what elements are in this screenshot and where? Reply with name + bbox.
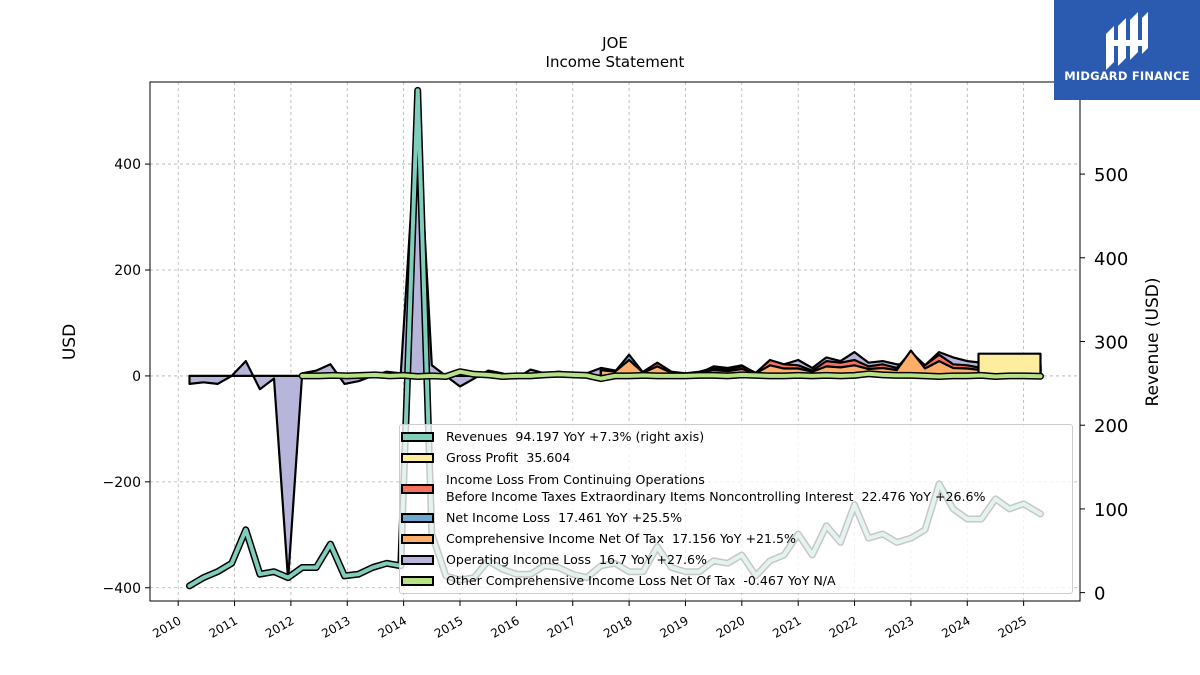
legend-item-gross-profit: Gross Profit 35.604 xyxy=(400,449,1072,466)
chart-legend: Revenues 94.197 YoY +7.3% (right axis) G… xyxy=(399,424,1073,594)
legend-swatch-gross-profit xyxy=(401,453,434,463)
left-y-tick-label: −200 xyxy=(103,475,141,491)
legend-label-revenues: Revenues 94.197 YoY +7.3% (right axis) xyxy=(446,429,705,444)
right-y-tick-label: 300 xyxy=(1094,333,1128,354)
left-y-tick-label: 0 xyxy=(132,369,141,385)
legend-label-net-income: Net Income Loss 17.461 YoY +25.5% xyxy=(446,510,683,525)
right-y-tick-label: 0 xyxy=(1094,584,1105,605)
series-other-comprehensive-income-loss-net-of-tax-line xyxy=(300,369,1043,381)
legend-label-operating-income: Operating Income Loss 16.7 YoY +27.6% xyxy=(446,552,707,567)
right-axis-label: Revenue (USD) xyxy=(1143,277,1163,406)
legend-label-gross-profit: Gross Profit 35.604 xyxy=(446,450,571,465)
legend-item-net-income: Net Income Loss 17.461 YoY +25.5% xyxy=(400,509,1072,526)
right-y-tick-label: 100 xyxy=(1094,500,1128,521)
legend-item-pretax-income: Income Loss From Continuing Operations B… xyxy=(400,470,1072,506)
left-axis-label: USD xyxy=(60,324,80,360)
logo-text: MIDGARD FINANCE xyxy=(1064,69,1190,83)
right-y-tick-label: 400 xyxy=(1094,249,1128,270)
legend-label-comprehensive-income: Comprehensive Income Net Of Tax 17.156 Y… xyxy=(446,531,797,546)
legend-label-other-comprehensive-income: Other Comprehensive Income Loss Net Of T… xyxy=(446,573,836,588)
chart-subtitle: Income Statement xyxy=(546,53,685,71)
right-y-tick-label: 200 xyxy=(1094,416,1128,437)
legend-item-comprehensive-income: Comprehensive Income Net Of Tax 17.156 Y… xyxy=(400,530,1072,547)
legend-swatch-comprehensive-income xyxy=(401,534,434,544)
chart-title: JOE xyxy=(601,34,628,52)
legend-swatch-other-comprehensive-income xyxy=(401,576,434,586)
legend-swatch-revenues xyxy=(401,432,434,442)
left-y-tick-label: −400 xyxy=(103,581,141,597)
legend-item-revenues: Revenues 94.197 YoY +7.3% (right axis) xyxy=(400,428,1072,445)
left-y-tick-label: 400 xyxy=(114,157,141,173)
midgard-finance-logo: MIDGARD FINANCE xyxy=(1054,0,1200,100)
legend-label-pretax-income: Income Loss From Continuing Operations B… xyxy=(446,472,986,504)
legend-swatch-pretax-income xyxy=(401,484,434,494)
legend-swatch-net-income xyxy=(401,513,434,523)
logo-mark-icon xyxy=(1106,12,1148,70)
left-y-tick-label: 200 xyxy=(114,263,141,279)
right-y-tick-label: 500 xyxy=(1094,165,1128,186)
legend-swatch-operating-income xyxy=(401,555,434,565)
legend-item-operating-income: Operating Income Loss 16.7 YoY +27.6% xyxy=(400,551,1072,568)
legend-item-other-comprehensive-income: Other Comprehensive Income Loss Net Of T… xyxy=(400,572,1072,589)
